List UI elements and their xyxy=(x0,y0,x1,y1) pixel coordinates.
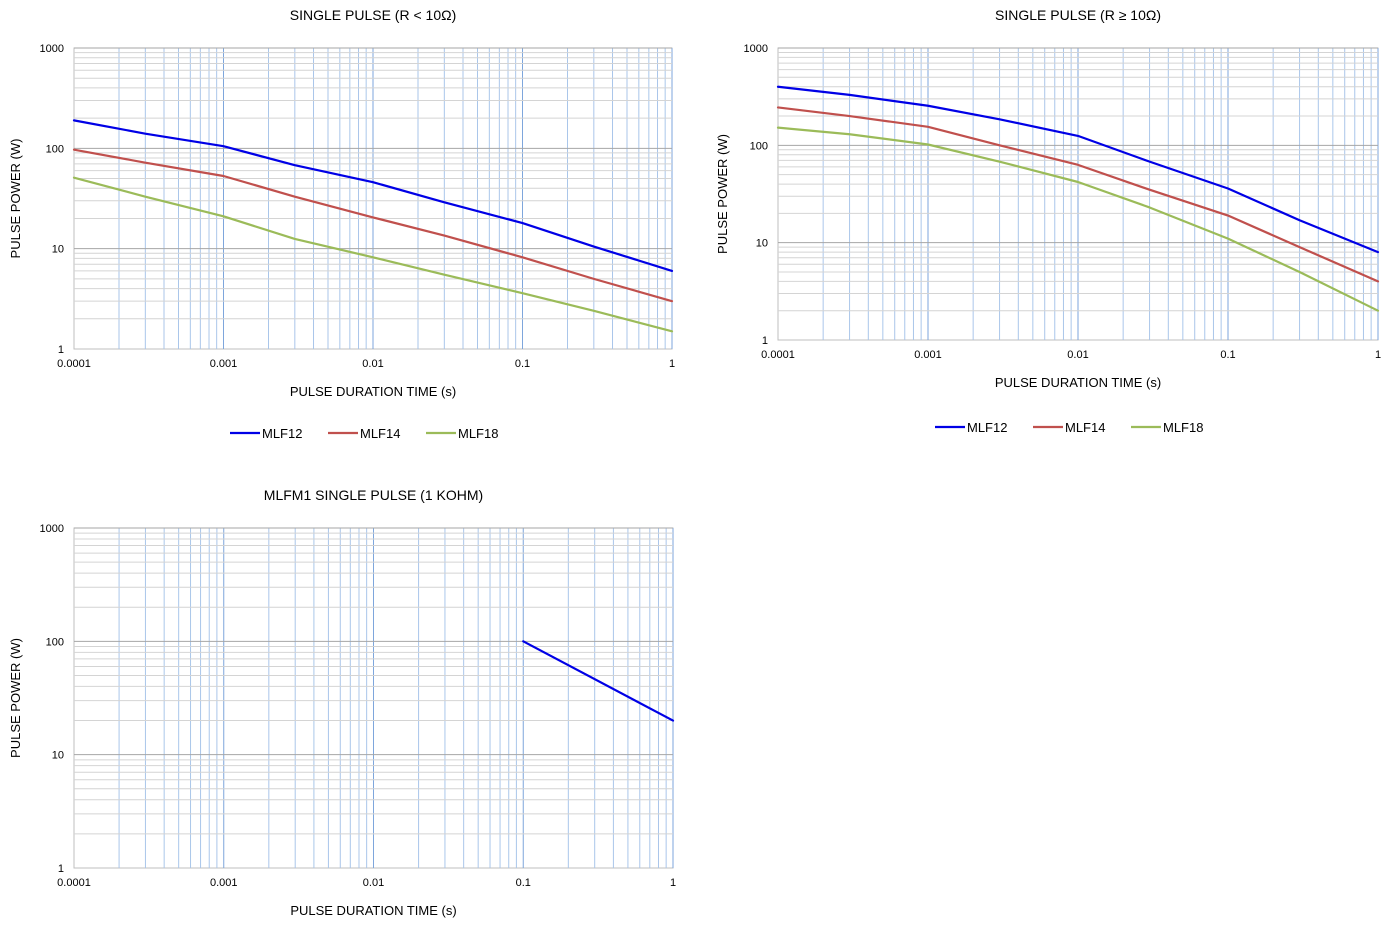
series-line-mlf18 xyxy=(776,126,1380,312)
x-tick-label: 0.0001 xyxy=(57,358,91,370)
y-tick-label: 1 xyxy=(762,335,768,347)
chart-2: SINGLE PULSE (R ≥ 10Ω) 0.0001 0.001 0.01 0.1… xyxy=(715,7,1381,435)
x-tick-label: 0.001 xyxy=(210,358,238,370)
x-tick-label: 0.0001 xyxy=(761,349,795,361)
x-tick-label: 1 xyxy=(669,358,675,370)
series-line-mlf14 xyxy=(72,148,674,303)
x-tick-label: 1 xyxy=(1375,349,1381,361)
x-tick-label: 0.1 xyxy=(516,877,531,889)
legend-label: MLF12 xyxy=(967,420,1007,435)
x-tick-label: 0.001 xyxy=(210,877,238,889)
y-axis-title: PULSE POWER (W) xyxy=(8,139,23,259)
legend: MLF12 MLF14 MLF18 xyxy=(230,426,498,441)
x-tick-label: 0.1 xyxy=(515,358,530,370)
legend-label: MLF18 xyxy=(458,426,498,441)
y-axis-title: PULSE POWER (W) xyxy=(8,638,23,758)
y-tick-label: 1000 xyxy=(744,43,768,55)
series-line-mlf14 xyxy=(776,106,1380,283)
x-tick-label: 0.01 xyxy=(362,358,383,370)
y-tick-label: 1000 xyxy=(40,523,64,535)
y-tick-label: 100 xyxy=(46,143,64,155)
y-tick-label: 10 xyxy=(756,238,768,250)
series-line-mlf12 xyxy=(776,85,1380,254)
series-line-series-1 xyxy=(522,640,675,722)
y-axis-title: PULSE POWER (W) xyxy=(715,134,730,254)
x-tick-label: 0.0001 xyxy=(57,877,91,889)
y-tick-label: 100 xyxy=(750,140,768,152)
x-axis-title: PULSE DURATION TIME (s) xyxy=(290,903,456,918)
x-tick-label: 0.1 xyxy=(1220,349,1235,361)
x-axis-title: PULSE DURATION TIME (s) xyxy=(995,375,1161,390)
series-line-mlf18 xyxy=(72,176,674,333)
chart-1: SINGLE PULSE (R < 10Ω) 0.0001 0.001 0.01 0.1… xyxy=(8,7,675,441)
chart-3: MLFM1 SINGLE PULSE (1 KOHM) 0.0001 0.001 0.… xyxy=(8,487,676,918)
y-tick-label: 10 xyxy=(52,750,64,762)
chart-title: MLFM1 SINGLE PULSE (1 KOHM) xyxy=(264,487,483,503)
y-tick-label: 10 xyxy=(52,244,64,256)
y-tick-label: 1 xyxy=(58,863,64,875)
x-tick-label: 0.01 xyxy=(1067,349,1088,361)
y-tick-label: 100 xyxy=(46,636,64,648)
legend-label: MLF14 xyxy=(360,426,400,441)
series-line-mlf12 xyxy=(72,119,674,273)
legend-label: MLF12 xyxy=(262,426,302,441)
x-tick-label: 1 xyxy=(670,877,676,889)
chart-title: SINGLE PULSE (R < 10Ω) xyxy=(290,7,456,23)
legend-label: MLF18 xyxy=(1163,420,1203,435)
x-tick-label: 0.001 xyxy=(914,349,942,361)
y-tick-label: 1 xyxy=(58,344,64,356)
x-tick-label: 0.01 xyxy=(363,877,384,889)
x-axis-title: PULSE DURATION TIME (s) xyxy=(290,384,456,399)
legend-label: MLF14 xyxy=(1065,420,1105,435)
y-tick-label: 1000 xyxy=(40,43,64,55)
chart-title: SINGLE PULSE (R ≥ 10Ω) xyxy=(995,7,1161,23)
legend: MLF12 MLF14 MLF18 xyxy=(935,420,1203,435)
